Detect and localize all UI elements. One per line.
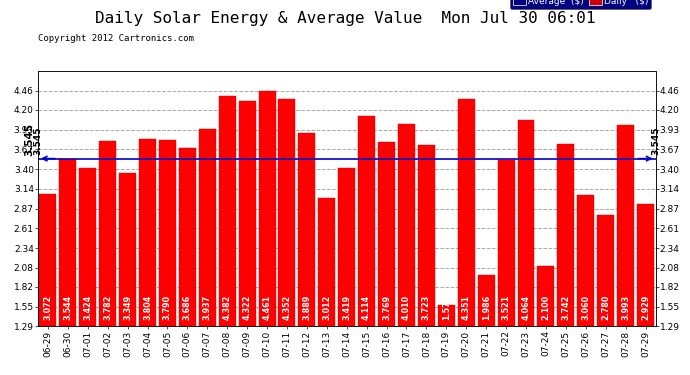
Text: 4.461: 4.461: [262, 295, 272, 320]
Text: 3.742: 3.742: [562, 295, 571, 320]
Text: 4.010: 4.010: [402, 295, 411, 320]
Text: 2.100: 2.100: [542, 295, 551, 320]
Text: 4.064: 4.064: [522, 295, 531, 320]
Bar: [558, 144, 574, 326]
Text: 2.780: 2.780: [601, 295, 610, 320]
Legend: Average  ($), Daily   ($): Average ($), Daily ($): [510, 0, 651, 9]
Bar: [358, 116, 375, 326]
Bar: [578, 195, 594, 326]
Text: 3.349: 3.349: [123, 295, 132, 320]
Text: 3.545: 3.545: [651, 126, 660, 155]
Text: 3.723: 3.723: [422, 295, 431, 320]
Bar: [378, 142, 395, 326]
Bar: [279, 99, 295, 326]
Bar: [497, 160, 515, 326]
Text: Daily Solar Energy & Average Value  Mon Jul 30 06:01: Daily Solar Energy & Average Value Mon J…: [95, 11, 595, 26]
Text: 4.382: 4.382: [223, 295, 232, 320]
Text: 3.544: 3.544: [63, 295, 72, 320]
Bar: [518, 120, 535, 326]
Bar: [79, 168, 96, 326]
Bar: [457, 99, 475, 326]
Bar: [418, 146, 435, 326]
Text: 3.545: 3.545: [33, 126, 43, 155]
Text: 2.929: 2.929: [641, 295, 650, 320]
Text: 3.419: 3.419: [342, 295, 351, 320]
Bar: [598, 216, 614, 326]
Bar: [259, 90, 275, 326]
Bar: [199, 129, 216, 326]
Bar: [59, 159, 77, 326]
Bar: [398, 124, 415, 326]
Bar: [298, 133, 315, 326]
Bar: [538, 266, 554, 326]
Text: 1.986: 1.986: [482, 295, 491, 320]
Bar: [239, 101, 255, 326]
Text: 4.322: 4.322: [243, 295, 252, 320]
Text: 1.575: 1.575: [442, 295, 451, 320]
Bar: [219, 96, 236, 326]
Text: 3.072: 3.072: [43, 295, 52, 320]
Bar: [159, 140, 176, 326]
Text: 3.060: 3.060: [581, 295, 590, 320]
Text: 3.937: 3.937: [203, 295, 212, 320]
Text: 3.769: 3.769: [382, 295, 391, 320]
Text: 3.424: 3.424: [83, 295, 92, 320]
Bar: [438, 305, 455, 326]
Text: 3.545: 3.545: [24, 123, 34, 156]
Text: 3.804: 3.804: [143, 295, 152, 320]
Bar: [338, 168, 355, 326]
Text: 3.686: 3.686: [183, 295, 192, 320]
Text: Copyright 2012 Cartronics.com: Copyright 2012 Cartronics.com: [38, 34, 194, 43]
Bar: [139, 140, 156, 326]
Bar: [119, 173, 136, 326]
Text: 3.782: 3.782: [104, 295, 112, 320]
Bar: [179, 148, 196, 326]
Bar: [99, 141, 116, 326]
Text: 3.012: 3.012: [322, 295, 331, 320]
Text: 4.351: 4.351: [462, 295, 471, 320]
Text: 4.352: 4.352: [282, 295, 291, 320]
Text: 3.790: 3.790: [163, 295, 172, 320]
Bar: [637, 204, 654, 326]
Text: 3.521: 3.521: [502, 295, 511, 320]
Text: 3.889: 3.889: [302, 295, 311, 320]
Text: 3.993: 3.993: [621, 295, 630, 320]
Bar: [617, 125, 634, 326]
Text: 4.114: 4.114: [362, 295, 371, 320]
Bar: [39, 194, 57, 326]
Bar: [318, 198, 335, 326]
Bar: [477, 274, 495, 326]
